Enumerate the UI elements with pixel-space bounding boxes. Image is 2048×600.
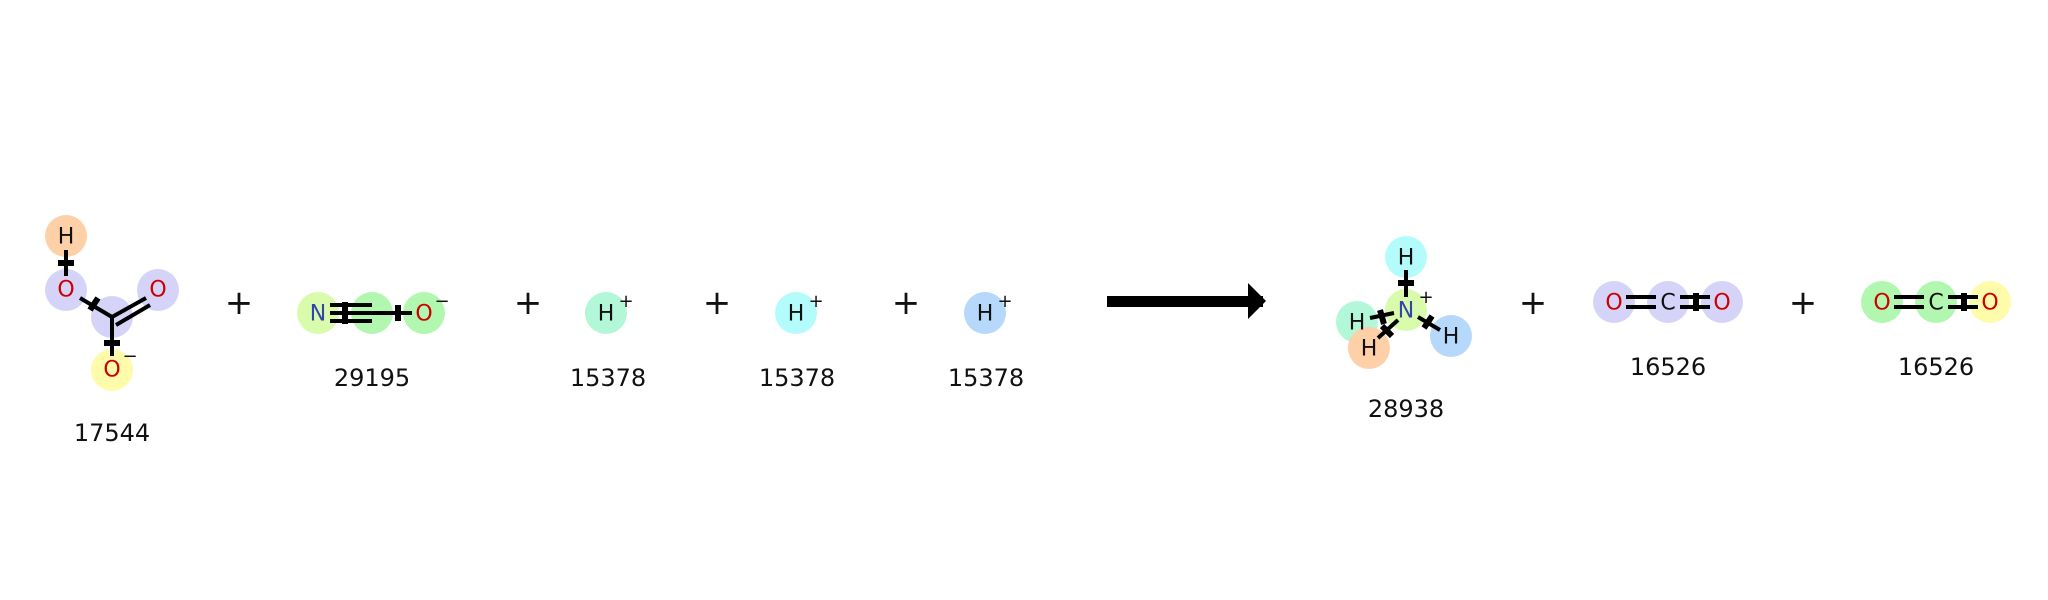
atom-label: H [598, 302, 615, 327]
atom-label: N [1398, 299, 1414, 324]
bond [111, 296, 147, 319]
molecule-id-label: 28938 [1368, 395, 1444, 423]
atom-label: H [1398, 246, 1415, 271]
atom-highlight [91, 349, 133, 391]
arrow-head [1248, 283, 1266, 319]
molecule-id-label: 16526 [1630, 353, 1706, 381]
atom-charge: − [434, 291, 449, 312]
molecule-17544: H O O O − 17544 [45, 215, 179, 447]
atom-charge: + [1418, 287, 1433, 308]
plus-sign: + [225, 283, 254, 323]
atom-label: O [103, 358, 120, 383]
molecule-15378: H + 15378 [948, 291, 1024, 392]
atom-highlight [1915, 281, 1957, 323]
atom-label: C [1928, 291, 1943, 316]
atom-highlight [1969, 281, 2011, 323]
plus-sign: + [892, 283, 921, 323]
atom-highlight [1385, 236, 1427, 278]
atom-charge: − [122, 346, 137, 367]
molecule-id-label: 17544 [74, 419, 150, 447]
atom-highlight [45, 269, 87, 311]
molecule-29195: N O − 29195 [297, 291, 450, 392]
bond-tick [1377, 309, 1387, 325]
atom-highlight [137, 269, 179, 311]
atom-highlight [45, 215, 87, 257]
atom-charge: + [618, 291, 633, 312]
bond [78, 296, 114, 319]
atom-label: H [1443, 325, 1460, 350]
molecule-28938: H N + H H H 28938 [1336, 236, 1472, 423]
bond [114, 303, 152, 327]
molecule-id-label: 16526 [1898, 353, 1974, 381]
molecule-16526: O C O 16526 [1861, 281, 2011, 381]
plus-sign: + [1789, 283, 1818, 323]
molecule-id-label: 15378 [570, 364, 646, 392]
atom-label: O [57, 278, 74, 303]
atom-highlight [964, 292, 1006, 334]
atom-charge: + [808, 291, 823, 312]
plus-sign: + [514, 283, 543, 323]
atom-label: H [1349, 311, 1366, 336]
bond-tick [1379, 323, 1395, 339]
atom-label: O [415, 302, 432, 327]
atom-label: H [977, 302, 994, 327]
molecule-id-label: 15378 [759, 364, 835, 392]
atom-highlight [1593, 281, 1635, 323]
reaction-arrow [1107, 283, 1266, 319]
atom-label: O [1981, 291, 1998, 316]
atom-highlight [585, 292, 627, 334]
molecule-id-label: 29195 [334, 364, 410, 392]
plus-sign: + [1519, 283, 1548, 323]
molecule-15378: H + 15378 [570, 291, 646, 392]
atom-highlight [1861, 281, 1903, 323]
plus-sign: + [703, 283, 732, 323]
atom-label: O [1873, 291, 1890, 316]
arrow-shaft [1107, 296, 1263, 307]
atom-highlight [403, 292, 445, 334]
atom-highlight [1647, 281, 1689, 323]
atom-label: N [310, 302, 326, 327]
atom-charge: + [997, 291, 1012, 312]
atom-label: C [1660, 291, 1675, 316]
atom-label: O [1605, 291, 1622, 316]
molecule-15378: H + 15378 [759, 291, 835, 392]
atom-highlight [775, 292, 817, 334]
bond-tick [87, 296, 101, 312]
atom-label: H [1361, 337, 1378, 362]
atom-highlight [1430, 315, 1472, 357]
bond-tick [1421, 314, 1435, 330]
atom-label: O [149, 278, 166, 303]
molecule-id-label: 15378 [948, 364, 1024, 392]
atom-label: H [58, 225, 75, 250]
atom-highlight [1701, 281, 1743, 323]
atom-highlight [297, 292, 339, 334]
molecule-16526: O C O 16526 [1593, 281, 1743, 381]
atom-label: O [1713, 291, 1730, 316]
atom-label: H [788, 302, 805, 327]
